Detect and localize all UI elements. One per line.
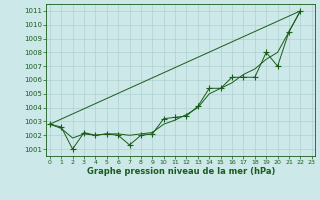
X-axis label: Graphe pression niveau de la mer (hPa): Graphe pression niveau de la mer (hPa) [87, 167, 275, 176]
